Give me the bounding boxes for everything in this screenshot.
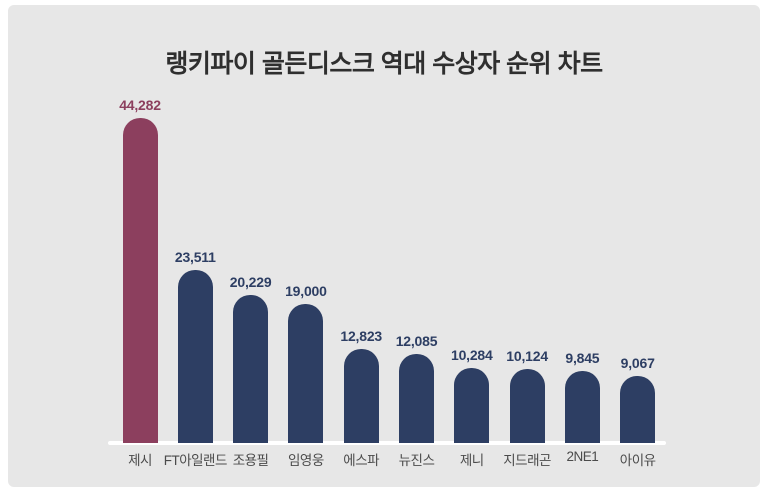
- bar-1: [177, 270, 213, 443]
- bar-9: [620, 376, 656, 443]
- category-label-9: 아이유: [619, 453, 656, 468]
- bar-0: [122, 118, 158, 443]
- value-label-0: 44,282: [119, 97, 161, 113]
- value-label-3: 19,000: [285, 283, 327, 299]
- category-label-8: 2NE1: [566, 449, 599, 464]
- bar-8: [564, 371, 600, 443]
- category-label-7: 지드래곤: [503, 453, 551, 468]
- category-label-3: 임영웅: [288, 453, 324, 468]
- category-label-0: 제시: [128, 453, 152, 468]
- value-label-2: 20,229: [229, 274, 272, 290]
- value-label-4: 12,823: [340, 328, 382, 344]
- category-label-4: 에스파: [343, 453, 380, 468]
- bar-3: [288, 304, 324, 443]
- value-label-7: 10,124: [506, 348, 548, 364]
- category-label-2: 조용필: [232, 453, 269, 468]
- bar-6: [454, 368, 490, 443]
- category-label-5: 뉴진스: [398, 453, 435, 468]
- bar-2: [233, 295, 269, 443]
- category-label-6: 제니: [459, 453, 484, 468]
- value-label-5: 12,085: [395, 333, 438, 349]
- chart-title: 랭키파이 골든디스크 역대 수상자 순위 차트: [165, 50, 603, 78]
- bar-5: [399, 354, 434, 443]
- value-label-6: 10,284: [450, 347, 493, 363]
- bar-4: [343, 349, 379, 443]
- x-axis-baseline: [108, 441, 666, 445]
- value-label-1: 23,511: [174, 249, 216, 265]
- category-label-1: FT아일랜드: [163, 453, 228, 468]
- bar-7: [509, 369, 545, 443]
- value-label-9: 9,067: [620, 355, 655, 371]
- value-label-8: 9,845: [565, 350, 600, 366]
